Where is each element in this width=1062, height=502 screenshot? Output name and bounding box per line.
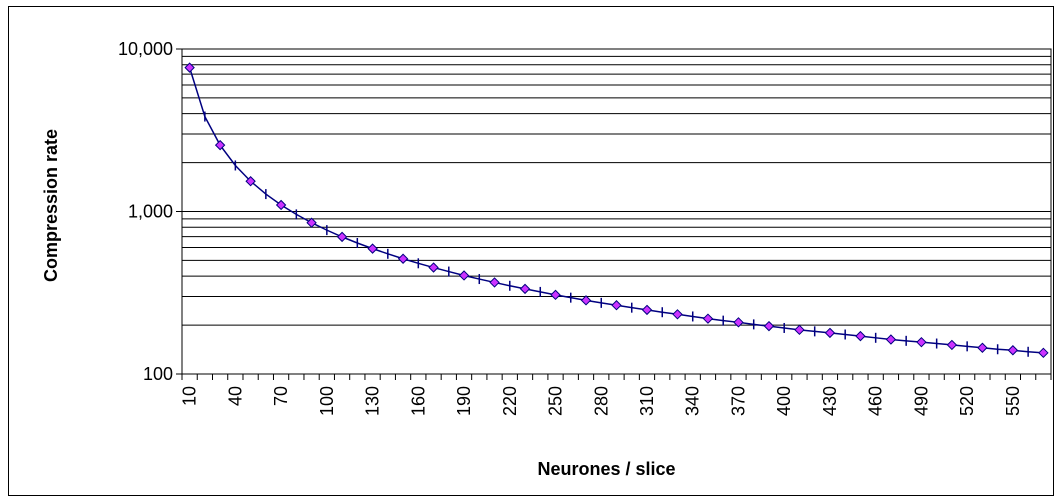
- x-tick-label: 430: [820, 386, 840, 416]
- data-point: [824, 327, 836, 339]
- data-point: [245, 176, 256, 187]
- x-tick-label: 340: [683, 386, 703, 416]
- data-point: [550, 289, 561, 301]
- data-point: [1038, 347, 1049, 359]
- data-point: [458, 270, 470, 281]
- x-tick-label: 250: [546, 386, 566, 416]
- data-point: [489, 277, 500, 288]
- x-axis-title: Neurones / slice: [537, 459, 675, 479]
- data-point: [428, 262, 439, 273]
- data-point: [397, 253, 409, 264]
- x-tick-label: 10: [180, 386, 200, 406]
- x-tick-label: 130: [363, 386, 383, 416]
- data-point: [733, 317, 744, 328]
- y-tick-label: 10,000: [118, 39, 173, 59]
- x-tick-label: 400: [774, 386, 794, 416]
- data-point: [763, 320, 775, 332]
- data-point: [1007, 345, 1019, 356]
- data-point: [916, 336, 927, 348]
- y-tick-label: 100: [143, 364, 173, 384]
- x-axis-ticks: 10 40 70 100 130 160 190 220 250 280 310 340 370 400 4…: [180, 374, 1052, 416]
- x-tick-label: 100: [317, 386, 337, 416]
- x-tick-label: 220: [500, 386, 520, 416]
- x-tick-label: 520: [957, 386, 977, 416]
- x-tick-label: 40: [225, 386, 245, 406]
- x-tick-label: 160: [408, 386, 428, 416]
- data-point: [946, 339, 958, 351]
- x-tick-label: 190: [454, 386, 474, 416]
- data-point: [611, 300, 622, 311]
- data-point: [702, 313, 714, 324]
- data-point: [672, 309, 683, 320]
- data-point: [336, 231, 348, 243]
- data-point: [794, 324, 805, 336]
- data-point: [306, 217, 317, 228]
- x-tick-label: 460: [866, 386, 886, 416]
- y-tick-label: 1,000: [128, 202, 173, 222]
- y-axis-title: Compression rate: [41, 129, 61, 282]
- x-tick-label: 280: [591, 386, 611, 416]
- gridlines: [182, 48, 1051, 326]
- data-point: [885, 334, 897, 345]
- data-point: [580, 295, 592, 306]
- x-tick-label: 370: [728, 386, 748, 416]
- data-points: [184, 62, 1049, 359]
- data-point: [855, 330, 866, 342]
- y-axis-ticks: 100 1,000 10,000: [118, 39, 182, 384]
- data-point: [519, 283, 531, 295]
- x-tick-label: 550: [1003, 386, 1023, 416]
- data-point: [641, 304, 653, 316]
- data-point: [367, 243, 378, 254]
- data-point: [214, 139, 226, 151]
- data-point: [977, 342, 988, 353]
- x-tick-label: 70: [271, 386, 291, 406]
- x-tick-label: 490: [911, 386, 931, 416]
- data-point: [275, 199, 287, 211]
- data-point: [184, 62, 195, 73]
- x-tick-label: 310: [637, 386, 657, 416]
